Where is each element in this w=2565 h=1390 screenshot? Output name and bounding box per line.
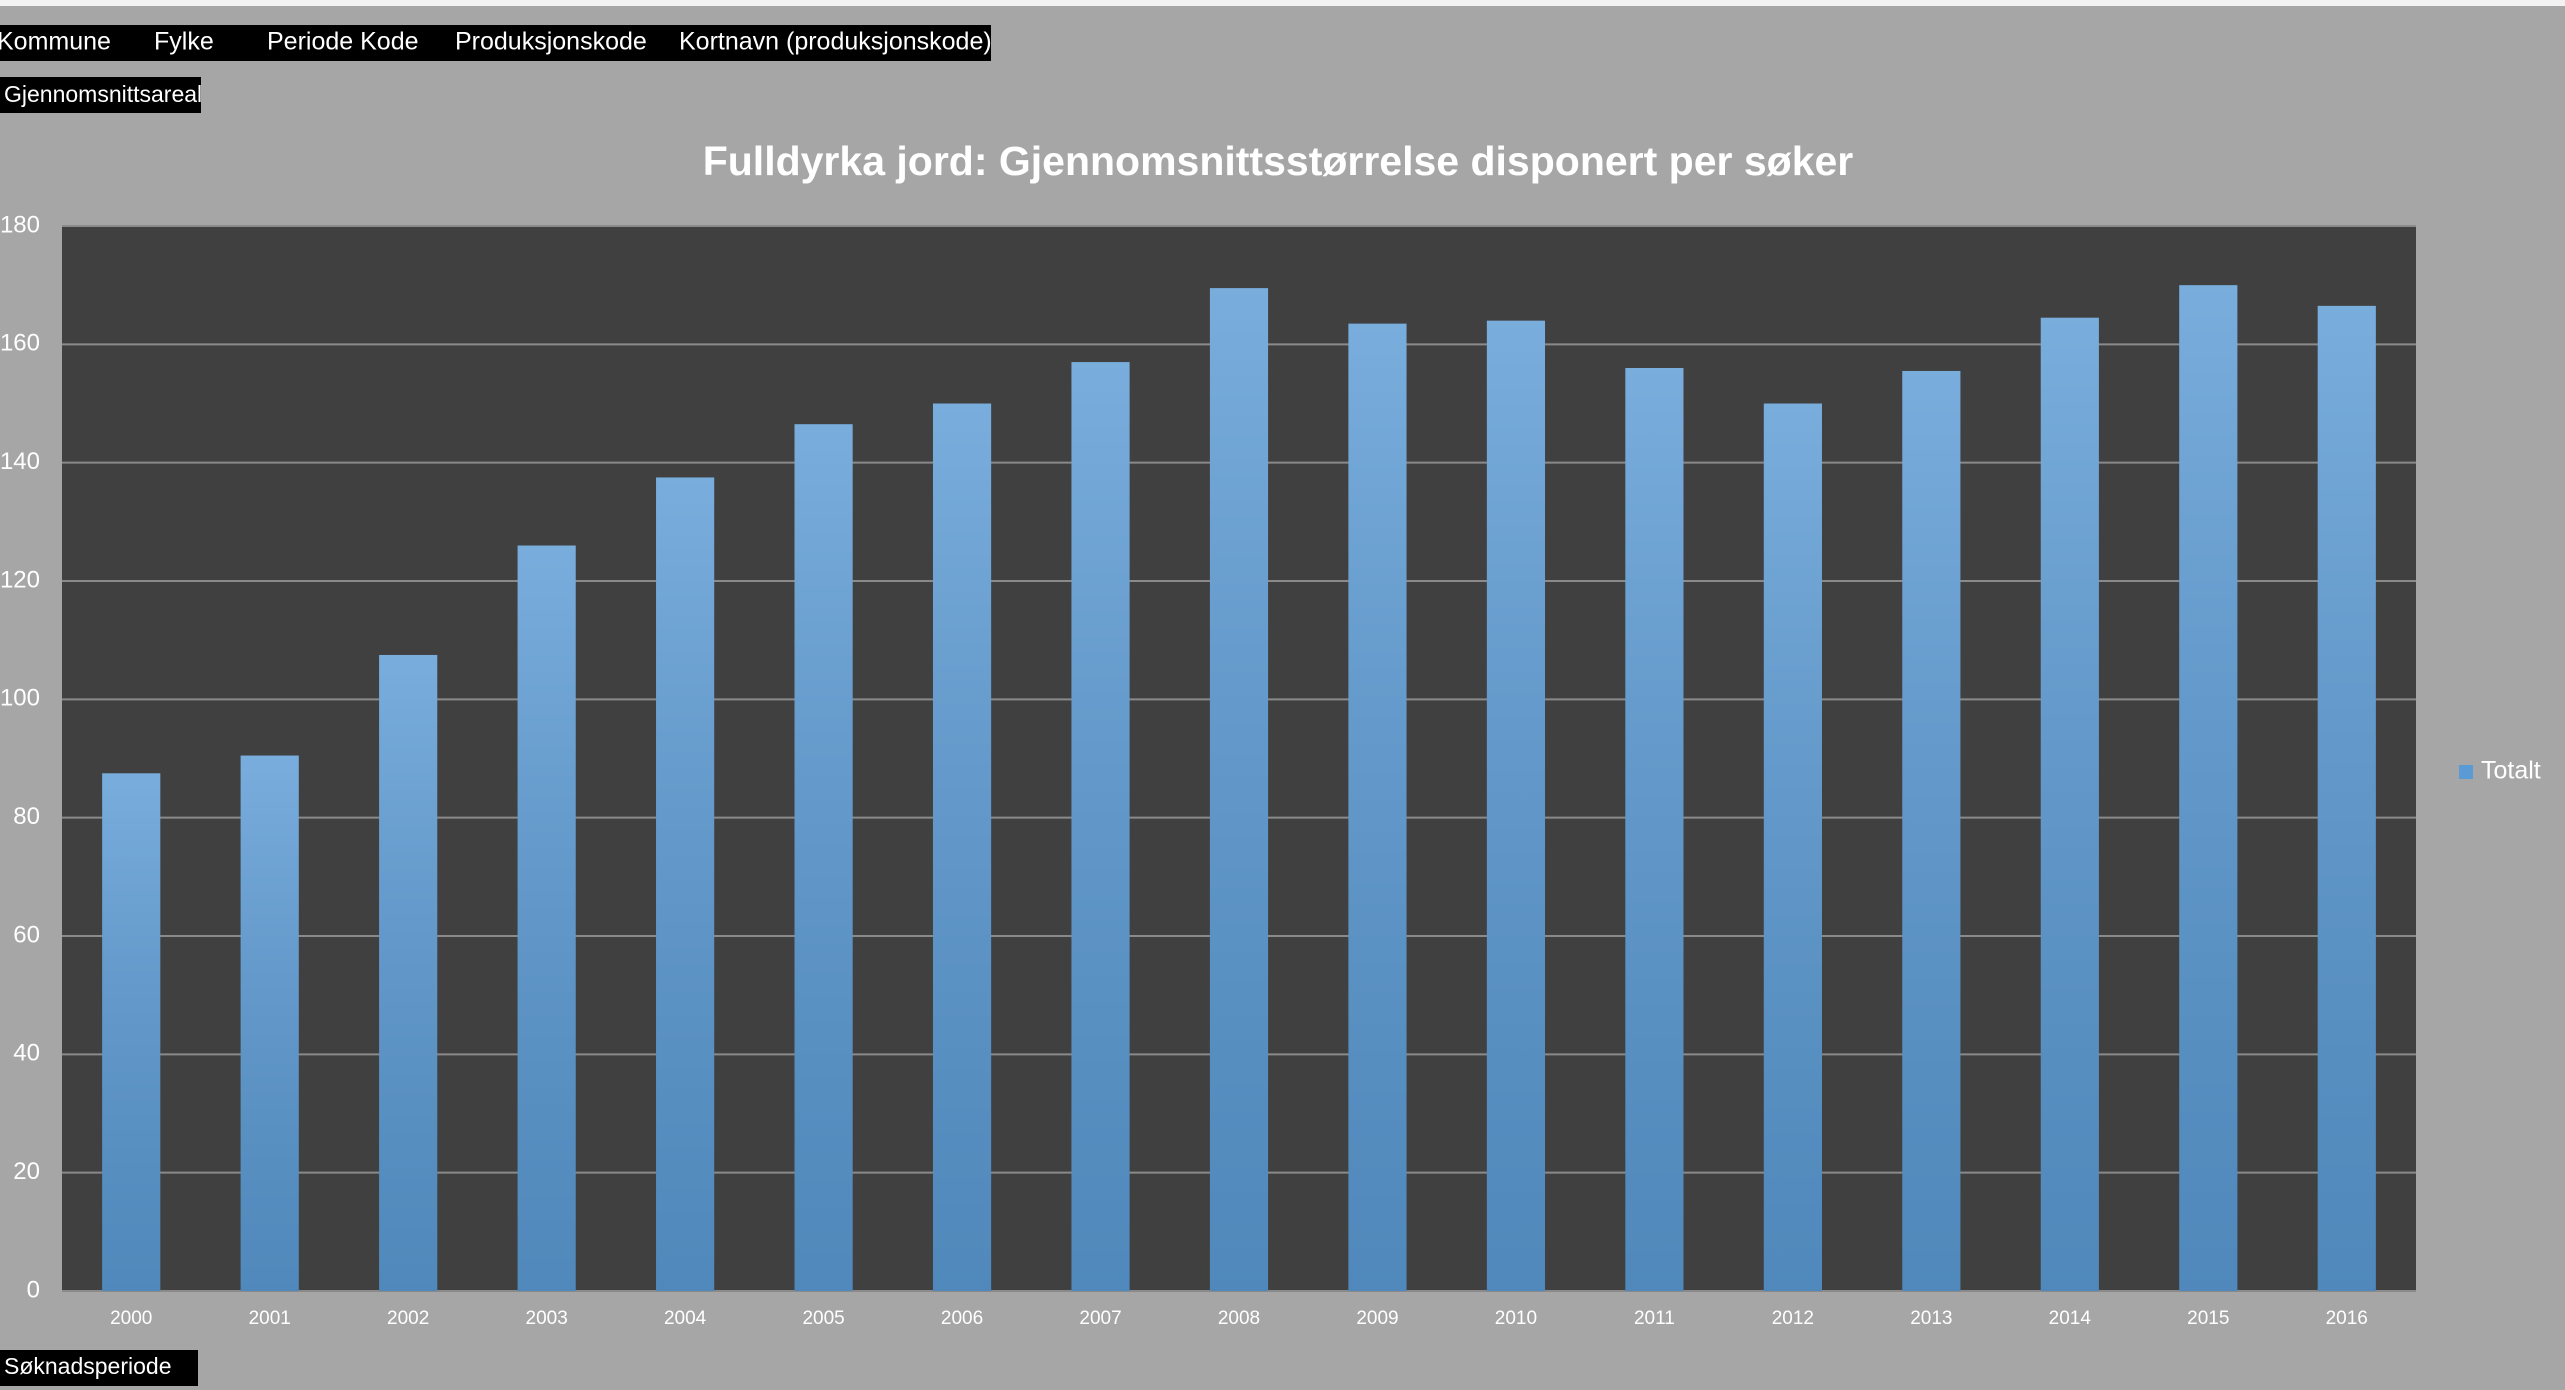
y-tick-label: 20 [13, 1158, 40, 1185]
x-tick-label: 2002 [387, 1308, 429, 1329]
bar-shade [1486, 320, 1546, 1292]
bar-shade [1348, 323, 1407, 1291]
bar-shade [794, 424, 853, 1291]
x-tick-label: 2014 [2049, 1308, 2092, 1329]
axis-field[interactable]: Søknadsperiode [4, 1353, 172, 1379]
x-tick-label: 2006 [941, 1308, 983, 1329]
filter-bar [0, 25, 991, 61]
bar-shade [1902, 370, 1961, 1291]
bar-shade [379, 654, 438, 1291]
x-tick-label: 2015 [2187, 1308, 2229, 1329]
x-tick-label: 2010 [1495, 1308, 1537, 1329]
x-tick-label: 2008 [1218, 1308, 1260, 1329]
x-tick-label: 2011 [1634, 1308, 1675, 1329]
bar-shade [2317, 305, 2376, 1291]
x-tick-label: 2016 [2326, 1308, 2368, 1329]
y-tick-label: 80 [13, 803, 40, 830]
x-tick-label: 2000 [110, 1308, 152, 1329]
filter-button[interactable]: Kommune [0, 28, 111, 56]
bar-shade [932, 403, 992, 1291]
y-tick-label: 180 [0, 211, 40, 238]
x-tick-label: 2001 [249, 1308, 291, 1329]
filter-button[interactable]: Kortnavn (produksjonskode) [679, 28, 992, 56]
bar-shade [1625, 368, 1684, 1291]
y-tick-label: 140 [0, 448, 40, 475]
y-tick-label: 100 [0, 685, 40, 712]
bar-shade [1763, 403, 1822, 1291]
bar-shade [2179, 285, 2238, 1292]
y-tick-label: 0 [27, 1276, 40, 1303]
x-tick-label: 2003 [526, 1308, 568, 1329]
filter-button[interactable]: Fylke [154, 28, 214, 56]
legend-label: Totalt [2481, 757, 2541, 785]
bar-shade [1209, 288, 1269, 1291]
bar-shade [1071, 362, 1130, 1291]
bar-shade [240, 755, 299, 1291]
axis-field-box[interactable] [0, 1350, 198, 1386]
value-field[interactable]: Gjennomsnittsareal [4, 81, 202, 107]
bar-shade [2040, 317, 2099, 1291]
legend-marker [2459, 765, 2473, 779]
x-tick-label: 2009 [1356, 1308, 1398, 1329]
y-tick-label: 160 [0, 330, 40, 357]
y-tick-label: 60 [13, 921, 40, 948]
top-strip [0, 0, 2565, 6]
y-tick-label: 40 [13, 1040, 40, 1067]
x-tick-label: 2004 [664, 1308, 707, 1329]
bar-shade [656, 477, 715, 1291]
filter-button[interactable]: Produksjonskode [455, 28, 647, 56]
bar-shade [102, 773, 161, 1291]
value-field-box[interactable] [0, 77, 201, 113]
y-tick-label: 120 [0, 566, 40, 593]
bar-shade [517, 545, 576, 1291]
chart-title: Fulldyrka jord: Gjennomsnittsstørrelse d… [703, 138, 1854, 184]
x-tick-label: 2013 [1910, 1308, 1952, 1329]
filter-button[interactable]: Periode Kode [267, 28, 419, 56]
x-tick-label: 2007 [1079, 1308, 1121, 1329]
x-tick-label: 2005 [802, 1308, 844, 1329]
x-tick-label: 2012 [1772, 1308, 1814, 1329]
